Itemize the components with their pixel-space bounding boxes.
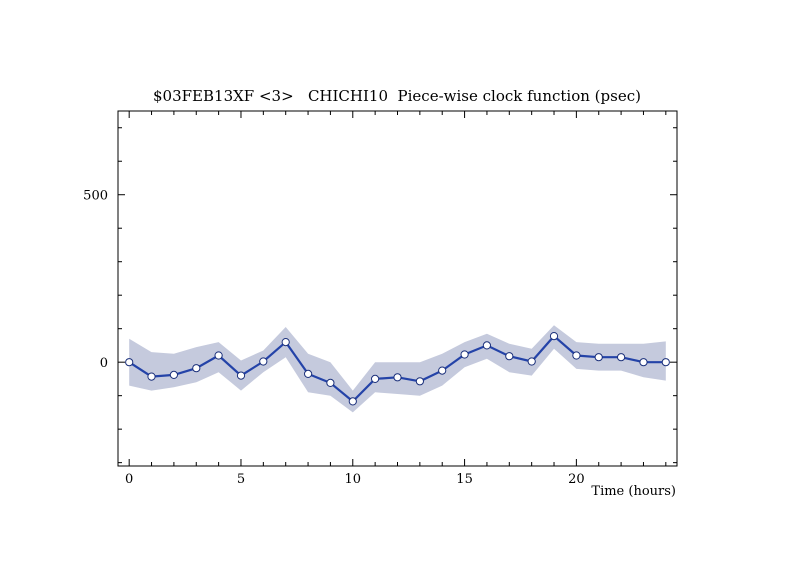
x-tick-label: 5 [237, 472, 245, 487]
data-point [549, 332, 559, 341]
data-point [281, 338, 290, 347]
x-tick-label: 15 [456, 472, 473, 487]
data-point [371, 374, 380, 383]
data-point [460, 350, 469, 359]
data-point [259, 357, 268, 366]
data-point [527, 357, 536, 366]
x-tick-label: 0 [125, 472, 133, 487]
y-tick-label: 500 [83, 189, 108, 204]
data-point [348, 397, 357, 406]
data-point [125, 358, 134, 367]
data-point [639, 358, 648, 367]
axes-layer: 0 5 10 15 20 0 500 [83, 111, 677, 487]
data-point [192, 364, 201, 373]
x-axis-label: Time (hours) [591, 484, 676, 499]
data-point [147, 372, 156, 381]
y-tick-label: 0 [100, 356, 108, 371]
data-point [617, 353, 626, 362]
data-point [415, 377, 424, 386]
chart-title: $03FEB13XF <3> CHICHI10 Piece-wise clock… [153, 87, 641, 105]
data-point [438, 366, 447, 375]
data-point [661, 358, 670, 367]
uncertainty-band [129, 325, 666, 413]
data-point [169, 370, 178, 379]
data-point [214, 351, 223, 360]
data-point [505, 352, 514, 361]
x-tick-label: 10 [345, 472, 362, 487]
data-point [326, 378, 335, 387]
x-tick-label: 20 [568, 472, 585, 487]
data-point [482, 341, 491, 350]
data-point [236, 371, 246, 380]
data-point [594, 353, 603, 362]
data-point [572, 351, 581, 360]
data-point [393, 373, 402, 382]
plot-layer [125, 325, 670, 413]
data-point [304, 369, 313, 378]
